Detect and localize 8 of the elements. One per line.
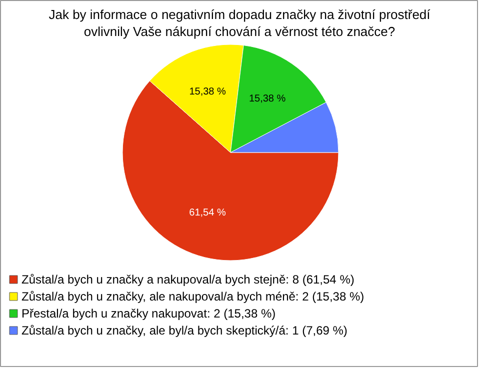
legend-label: Zůstal/a bych u značky a nakupoval/a bych stejně: 8 (61,54 %) [22,272,354,286]
legend-label: Zůstal/a bych u značky, ale byl/a bych skeptický/á: 1 (7,69 %) [22,324,348,338]
chart-title: Jak by informace o negativním dopadu značky na životní prostředí ovlivnily Vaše nákupní chování a věrnost této značce? [48,7,431,39]
data-label: 61,54 % [189,208,226,219]
data-label: 15,38 % [248,94,286,105]
legend-label: Přestal/a bych u značky nakupovat: 2 (15,38 %) [22,306,276,320]
legend-label: Zůstal/a bych u značky, ale nakupoval/a bych méně: 2 (15,38 %) [22,290,364,304]
data-label: 15,38 % [189,86,226,98]
